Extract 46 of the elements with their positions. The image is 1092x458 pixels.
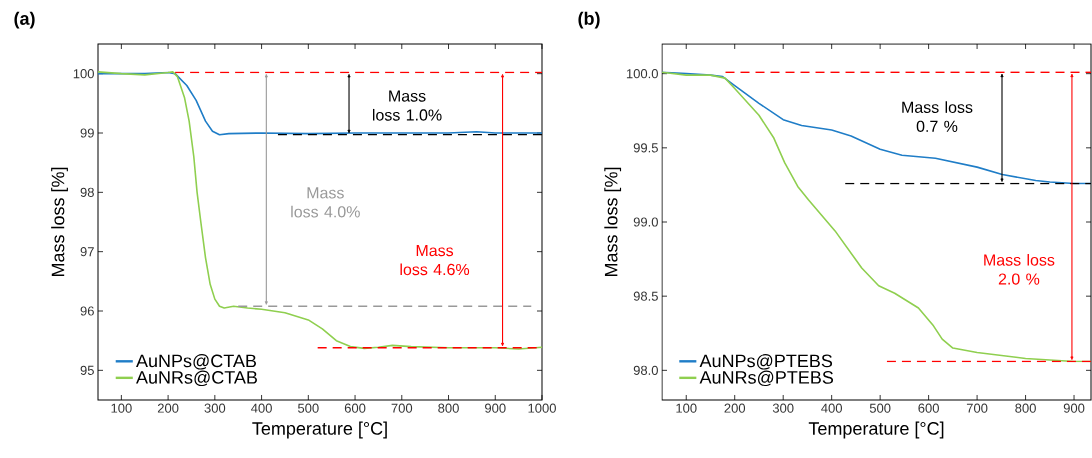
y-tick-label: 100.0 [626, 69, 658, 79]
y-tick-label: 99.5 [633, 143, 658, 153]
x-tick-label: 200 [157, 403, 179, 413]
y-tick-label: 98 [80, 187, 94, 197]
y-tick-label: 96 [80, 306, 94, 316]
x-axis-title: Temperature [°C] [808, 421, 944, 439]
x-tick-label: 900 [1063, 403, 1085, 413]
y-tick-label: 98.0 [633, 365, 658, 375]
legend-label: AuNPs@PTEBS [699, 354, 833, 370]
x-tick-label: 500 [297, 403, 319, 413]
legend-label: AuNPs@CTAB [136, 354, 256, 370]
annotation: Mass loss 4.6% [400, 245, 470, 276]
y-tick-label: 99 [80, 128, 94, 138]
x-tick-label: 100 [111, 403, 132, 413]
annotation: Mass loss 1.0% [372, 90, 442, 121]
x-axis-title: Temperature [°C] [252, 421, 387, 439]
legend-label: AuNRs@PTEBS [699, 370, 834, 387]
x-tick-label: 600 [344, 403, 366, 413]
line-series [98, 71, 542, 350]
x-tick-label: 700 [966, 403, 988, 413]
x-tick-label: 900 [485, 403, 506, 413]
x-tick-label: 500 [869, 403, 891, 413]
legend-label: AuNRs@CTAB [136, 370, 257, 387]
x-tick-label: 200 [724, 403, 746, 413]
annotation: Mass loss 2.0 % [984, 253, 1055, 285]
x-tick-label: 300 [204, 403, 226, 413]
x-tick-label: 800 [438, 403, 459, 413]
x-tick-label: 100 [676, 403, 697, 413]
chart-title: (a) [14, 11, 35, 29]
annotation: Mass loss 0.7 % [902, 101, 973, 132]
y-axis-title: Mass loss [%] [604, 167, 622, 277]
x-tick-label: 800 [1015, 403, 1036, 413]
x-tick-label: 400 [251, 403, 272, 413]
x-tick-label: 700 [391, 403, 413, 413]
x-tick-label: 1000 [528, 403, 556, 413]
x-tick-label: 600 [918, 403, 939, 413]
y-tick-label: 95 [80, 365, 94, 375]
x-tick-label: 300 [772, 403, 794, 413]
y-axis-title: Mass loss [%] [51, 167, 68, 277]
y-tick-label: 97 [80, 247, 94, 257]
x-tick-label: 400 [821, 403, 843, 413]
y-tick-label: 99.0 [633, 217, 658, 227]
chart-title: (b) [578, 11, 600, 29]
annotation: Mass loss 4.0% [291, 187, 360, 218]
y-tick-label: 100 [73, 69, 94, 79]
y-tick-label: 98.5 [633, 291, 658, 301]
